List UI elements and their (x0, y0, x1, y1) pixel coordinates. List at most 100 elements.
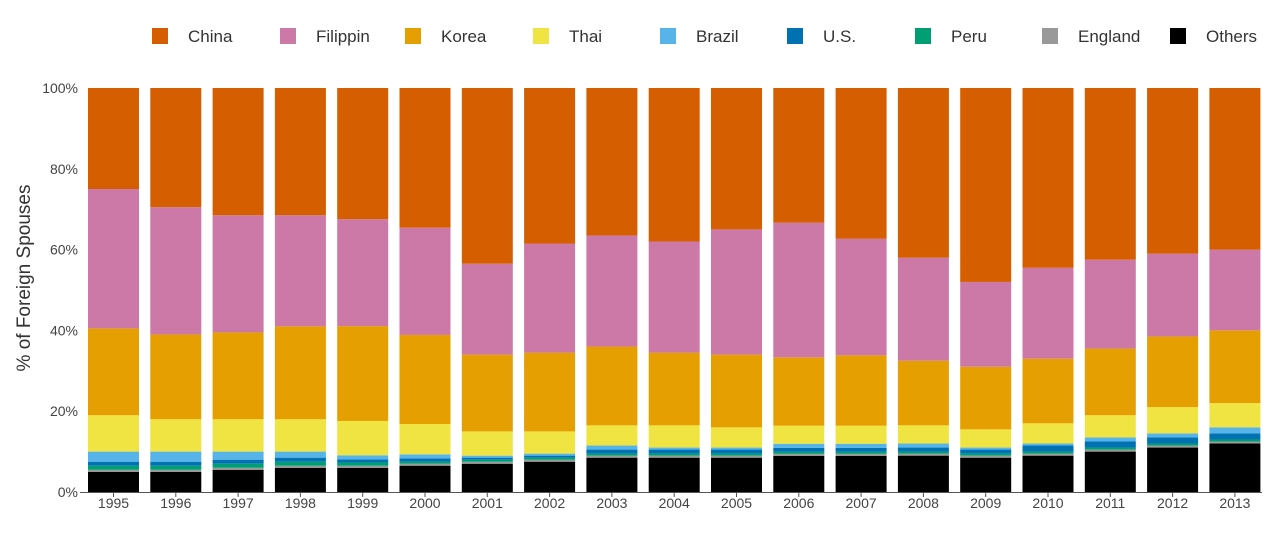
legend-label-china: China (188, 27, 233, 46)
x-tick-label: 1995 (98, 495, 129, 511)
bar-segment-others-2009 (960, 457, 1012, 492)
bar-segment-china-2001 (461, 88, 513, 264)
y-tick-label: 80% (50, 161, 78, 177)
x-tick-label: 2003 (596, 495, 627, 511)
legend-swatch-u-s (787, 28, 803, 44)
bar-segment-u-s-2003 (586, 449, 638, 454)
bar-segment-china-2000 (399, 88, 451, 228)
bar-segment-u-s-2006 (773, 447, 825, 452)
bar-segment-u-s-2013 (1209, 433, 1261, 440)
bar-segment-korea-2012 (1147, 336, 1199, 408)
bar-segment-peru-2006 (773, 451, 825, 454)
bar-segment-filippin-1996 (150, 207, 202, 335)
bar-segment-thai-2013 (1209, 403, 1261, 428)
bar-segment-korea-1995 (88, 328, 139, 416)
legend-label-peru: Peru (951, 27, 987, 46)
y-tick-label: 40% (50, 322, 78, 338)
bar-segment-england-1998 (274, 465, 326, 468)
x-tick-label: 2008 (908, 495, 939, 511)
bar-segment-england-2011 (1084, 449, 1136, 452)
bar-segment-china-2002 (524, 88, 576, 244)
bar-segment-china-2006 (773, 88, 825, 223)
bar-segment-brazil-1998 (274, 451, 326, 458)
bar-segment-korea-2006 (773, 357, 825, 426)
bar-segment-korea-2010 (1022, 358, 1074, 424)
bar-segment-england-2013 (1209, 441, 1261, 444)
bar-segment-thai-1998 (274, 419, 326, 452)
bar-segment-thai-1996 (150, 419, 202, 452)
bar-segment-china-1997 (212, 88, 264, 216)
bar-segment-brazil-2013 (1209, 427, 1261, 434)
bar-segment-u-s-2008 (897, 447, 949, 452)
bar-segment-china-2009 (960, 88, 1012, 282)
bar-segment-others-2010 (1022, 455, 1074, 492)
bar-segment-thai-2009 (960, 429, 1012, 448)
bar-segment-peru-2007 (835, 451, 887, 454)
bar-segment-u-s-1998 (274, 457, 326, 462)
x-tick-label: 2011 (1095, 495, 1125, 511)
bar-segment-china-2008 (897, 88, 949, 258)
legend-swatch-korea (405, 28, 421, 44)
bar-segment-korea-1998 (274, 326, 326, 420)
legend-label-others: Others (1206, 27, 1257, 46)
bar-segment-brazil-2007 (835, 443, 887, 448)
bar-segment-u-s-2000 (399, 458, 451, 462)
bar-segment-u-s-2007 (835, 447, 887, 452)
bar-segment-korea-2007 (835, 355, 887, 426)
y-axis: 0% 20% 40% 60% 80% 100% (42, 80, 78, 500)
bar-segment-others-2007 (835, 455, 887, 492)
bar-segment-china-2012 (1147, 88, 1199, 254)
bar-segment-china-2004 (648, 88, 700, 242)
legend-swatch-others (1170, 28, 1186, 44)
bar-segment-filippin-1998 (274, 215, 326, 327)
bar-segment-england-2000 (399, 463, 451, 466)
bar-segment-thai-2000 (399, 423, 451, 455)
bar-segment-brazil-2009 (960, 447, 1012, 450)
bar-segment-england-2009 (960, 455, 1012, 458)
legend: China Filippin Korea Thai Brazil U.S. Peru Engl… (152, 27, 1257, 46)
bar-segment-u-s-2002 (524, 455, 576, 458)
bar-segment-u-s-2004 (648, 449, 700, 454)
bar-segment-peru-1996 (150, 465, 202, 470)
bar-segment-others-2003 (586, 457, 638, 492)
bar-segment-peru-2010 (1022, 451, 1074, 454)
bar-segment-others-1995 (88, 471, 139, 492)
bar-segment-korea-1999 (337, 326, 389, 421)
bars (88, 88, 1261, 492)
bar-segment-england-1999 (337, 465, 389, 468)
bar-segment-peru-2008 (897, 451, 949, 454)
bar-segment-brazil-2008 (897, 443, 949, 448)
bar-segment-brazil-1999 (337, 455, 389, 460)
x-axis: 1995 1996 1997 1998 1999 2000 2001 2002 2003 2004… (80, 492, 1262, 511)
bar-segment-england-1995 (88, 469, 139, 472)
bar-segment-thai-2011 (1084, 415, 1136, 438)
bar-segment-others-2000 (399, 465, 451, 492)
x-tick-label: 2013 (1219, 495, 1250, 511)
bar-segment-brazil-1996 (150, 451, 202, 462)
bar-segment-england-2007 (835, 453, 887, 456)
x-tick-label: 1998 (285, 495, 316, 511)
bar-segment-china-1999 (337, 88, 389, 220)
bar-segment-england-2005 (711, 455, 762, 458)
bar-segment-england-2006 (773, 453, 825, 456)
y-tick-label: 60% (50, 242, 78, 258)
bar-segment-korea-1996 (150, 334, 202, 420)
bar-segment-china-2013 (1209, 88, 1261, 250)
x-tick-label: 1997 (223, 495, 254, 511)
y-axis-title: % of Foreign Spouses (14, 185, 35, 372)
bar-segment-filippin-2003 (586, 235, 638, 347)
bar-segment-brazil-2012 (1147, 433, 1199, 438)
bar-segment-filippin-2013 (1209, 249, 1261, 331)
bar-segment-brazil-1995 (88, 451, 139, 462)
y-tick-label: 0% (58, 484, 78, 500)
legend-swatch-filippin (280, 28, 296, 44)
bar-segment-filippin-2012 (1147, 253, 1199, 337)
bar-segment-brazil-2006 (773, 443, 825, 448)
bar-segment-brazil-2010 (1022, 443, 1074, 446)
bar-segment-korea-1997 (212, 332, 264, 420)
bar-segment-thai-2004 (648, 425, 700, 448)
bar-segment-england-2003 (586, 455, 638, 458)
bar-segment-filippin-2000 (399, 227, 451, 335)
x-tick-label: 2000 (409, 495, 440, 511)
bar-segment-others-2004 (648, 457, 700, 492)
